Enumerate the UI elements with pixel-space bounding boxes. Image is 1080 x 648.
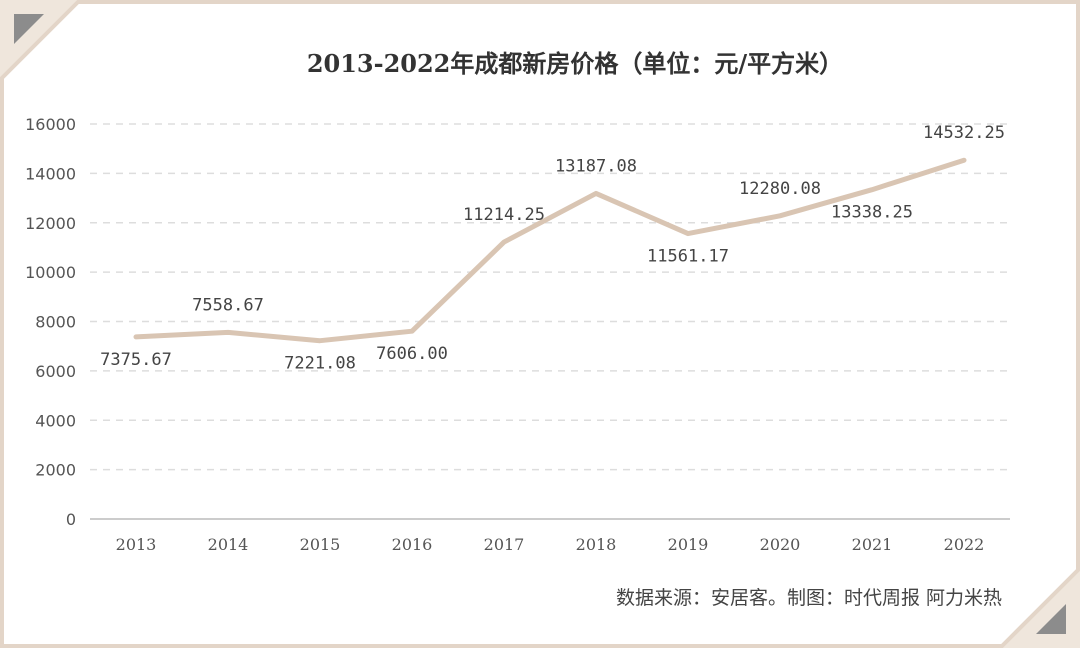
y-axis: 0 2000 4000 6000 8000 10000 12000 14000 16000 xyxy=(25,115,76,529)
y-tick-label: 4000 xyxy=(35,411,76,430)
chart-title: 2013-2022年成都新房价格（单位：元/平方米） xyxy=(306,49,844,78)
y-tick-label: 14000 xyxy=(25,164,76,183)
x-tick-label: 2020 xyxy=(760,535,801,554)
data-label: 7375.67 xyxy=(100,350,172,370)
x-tick-label: 2021 xyxy=(852,535,893,554)
data-label: 12280.08 xyxy=(739,179,821,199)
data-label: 13187.08 xyxy=(555,156,637,176)
data-label: 14532.25 xyxy=(923,123,1005,143)
data-label: 11214.25 xyxy=(463,205,545,225)
x-tick-label: 2018 xyxy=(576,535,617,554)
data-label: 7221.08 xyxy=(284,354,356,374)
x-tick-label: 2015 xyxy=(300,535,341,554)
x-tick-label: 2013 xyxy=(116,535,157,554)
y-tick-label: 8000 xyxy=(35,313,76,332)
x-tick-label: 2017 xyxy=(484,535,525,554)
y-tick-label: 16000 xyxy=(25,115,76,134)
x-tick-label: 2016 xyxy=(392,535,433,554)
data-label: 7606.00 xyxy=(376,344,448,364)
data-labels: 7375.67 7558.67 7221.08 7606.00 11214.25 1318… xyxy=(100,123,1005,373)
corner-stripe-top-left xyxy=(0,0,82,82)
corner-triangle-bottom-right-icon xyxy=(1036,604,1066,634)
series-polyline xyxy=(133,157,967,344)
y-tick-label: 12000 xyxy=(25,214,76,233)
gridlines xyxy=(90,123,1010,471)
x-axis: 2013 2014 2015 2016 2017 2018 2019 2020 2021 2022 xyxy=(90,518,1010,554)
x-tick-label: 2014 xyxy=(208,535,249,554)
data-label: 13338.25 xyxy=(831,203,913,223)
y-tick-label: 10000 xyxy=(25,263,76,282)
y-tick-label: 0 xyxy=(66,510,76,529)
source-note: 数据来源：安居客。制图：时代周报 阿力米热 xyxy=(615,587,1002,609)
data-label: 7558.67 xyxy=(192,295,264,315)
corner-stripe-bottom-right xyxy=(998,566,1080,648)
x-tick-label: 2019 xyxy=(668,535,709,554)
y-tick-label: 2000 xyxy=(35,461,76,480)
data-label: 11561.17 xyxy=(647,247,729,267)
x-tick-label: 2022 xyxy=(944,535,985,554)
corner-triangle-top-left-icon xyxy=(14,14,44,44)
series-line xyxy=(133,157,967,344)
y-tick-label: 6000 xyxy=(35,362,76,381)
